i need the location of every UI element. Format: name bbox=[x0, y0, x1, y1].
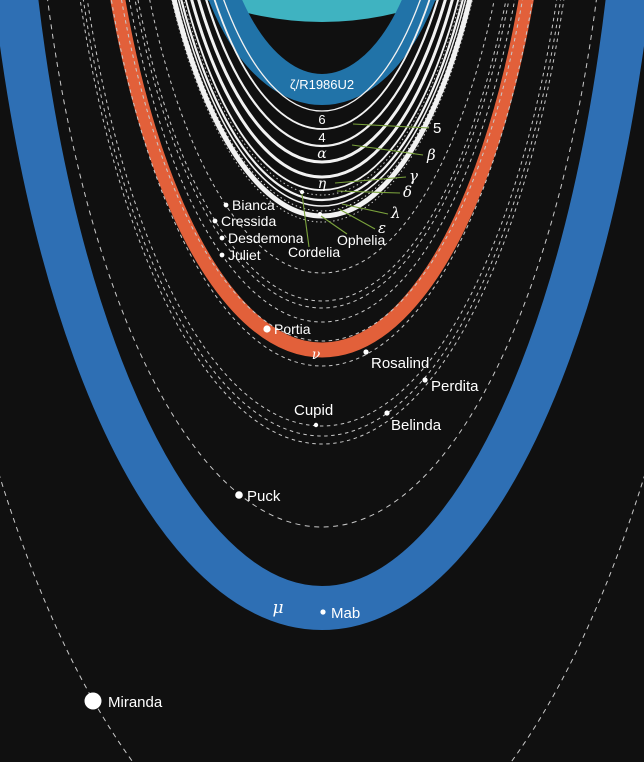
moon-dot-cressida bbox=[212, 218, 218, 224]
ring-label-5: 5 bbox=[433, 120, 441, 137]
orbit-portia bbox=[121, 0, 523, 342]
ring-gamma bbox=[180, 0, 464, 201]
moon-dot-perdita bbox=[422, 377, 428, 383]
moon-dot-miranda bbox=[84, 692, 102, 710]
moon-label-perdita: Perdita bbox=[431, 378, 479, 395]
ring-5 bbox=[213, 0, 431, 130]
ring-label-lambda: λ bbox=[390, 204, 401, 222]
pointer-line-delta bbox=[336, 190, 401, 194]
ring-6 bbox=[223, 0, 421, 112]
moon-dot-desdemona bbox=[219, 235, 225, 241]
ring-label-gamma: γ bbox=[409, 167, 418, 185]
moon-dot-mab bbox=[320, 609, 326, 615]
orbit-cupid bbox=[86, 0, 558, 427]
ring-label-nu: ν bbox=[312, 347, 321, 363]
ring-delta bbox=[177, 0, 467, 207]
ring-label-beta: β bbox=[426, 146, 436, 164]
orbit-bianca bbox=[149, 0, 495, 274]
moon-label-belinda: Belinda bbox=[391, 417, 442, 434]
moon-label-cupid: Cupid bbox=[294, 402, 333, 419]
ring-4 bbox=[205, 0, 439, 147]
orbit-perdita bbox=[79, 0, 565, 445]
planet-uranus bbox=[207, 0, 437, 22]
moon-label-mab: Mab bbox=[331, 605, 360, 622]
pointer-line-lambda bbox=[341, 203, 389, 215]
pointer-line-cordelia bbox=[301, 193, 310, 248]
moon-dot-cupid bbox=[313, 422, 319, 428]
ring-label-delta: δ bbox=[403, 183, 412, 201]
ring-label-zeta: ζ/R1986U2 bbox=[290, 77, 354, 92]
ring-label-eta: η bbox=[318, 176, 327, 192]
moon-dot-portia bbox=[263, 325, 271, 333]
pointer-line-ophelia bbox=[320, 215, 348, 235]
orbit-rosalind bbox=[110, 0, 534, 367]
pointer-line-5 bbox=[352, 123, 430, 129]
pointer-line-gamma bbox=[334, 176, 407, 184]
ring-label-alpha: α bbox=[317, 146, 327, 162]
moon-label-miranda: Miranda bbox=[108, 694, 163, 711]
moon-label-portia: Portia bbox=[274, 321, 311, 337]
pointer-line-epsilon bbox=[338, 208, 376, 230]
ring-label-6: 6 bbox=[318, 112, 325, 127]
orbit-desdemona bbox=[134, 0, 510, 309]
ring-eta bbox=[184, 0, 460, 191]
moon-label-desdemona: Desdemona bbox=[228, 230, 304, 246]
moon-dot-cordelia bbox=[300, 190, 304, 194]
moon-label-juliet: Juliet bbox=[228, 247, 261, 263]
moon-label-ophelia: Ophelia bbox=[337, 232, 385, 248]
ring-epsilon bbox=[171, 0, 473, 219]
ring-beta bbox=[190, 0, 454, 179]
moon-label-cressida: Cressida bbox=[221, 213, 276, 229]
moon-dot-juliet bbox=[219, 252, 225, 258]
ring-label-4: 4 bbox=[318, 130, 325, 145]
ring-nu bbox=[110, 0, 534, 358]
moon-dot-bianca bbox=[223, 202, 229, 208]
orbit-juliet bbox=[128, 0, 516, 323]
moon-dot-rosalind bbox=[363, 349, 369, 355]
ring-label-mu: μ bbox=[272, 598, 283, 618]
moon-dot-ophelia bbox=[318, 212, 322, 216]
ring-lambda bbox=[176, 0, 468, 212]
ring-label-epsilon: ε bbox=[378, 219, 386, 237]
pointer-line-beta bbox=[351, 144, 424, 156]
moon-dot-puck bbox=[235, 491, 243, 499]
moon-label-rosalind: Rosalind bbox=[371, 355, 429, 372]
moon-dot-belinda bbox=[384, 410, 390, 416]
ring-alpha bbox=[197, 0, 447, 164]
moon-label-puck: Puck bbox=[247, 488, 281, 505]
ring-zeta bbox=[208, 0, 436, 105]
ring-mu bbox=[0, 0, 644, 630]
moon-label-cordelia: Cordelia bbox=[288, 244, 340, 260]
moon-label-bianca: Bianca bbox=[232, 197, 275, 213]
